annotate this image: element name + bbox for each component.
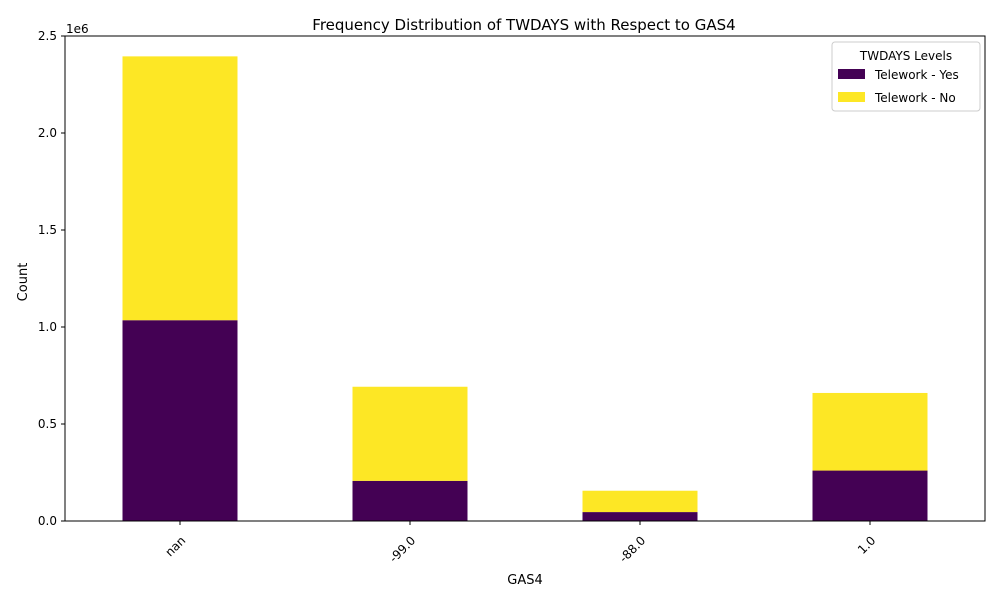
legend-swatch-telework-yes — [838, 69, 865, 79]
y-tick-label: 1.5 — [38, 223, 57, 237]
x-tick-label: 1.0 — [855, 533, 878, 556]
chart-title: Frequency Distribution of TWDAYS with Re… — [312, 16, 735, 34]
y-tick-label: 1.0 — [38, 320, 57, 334]
y-tick-label: 2.0 — [38, 126, 57, 140]
x-tick-label: nan — [162, 533, 188, 559]
bar-telework-no-0 — [122, 56, 238, 321]
x-tick-label: -99.0 — [386, 533, 418, 565]
x-axis-label: GAS4 — [507, 573, 543, 588]
bar-telework-yes-2 — [582, 512, 698, 521]
bar-telework-no-3 — [812, 392, 928, 471]
y-axis-label: Count — [16, 263, 31, 302]
legend-label-telework-yes: Telework - Yes — [874, 68, 959, 82]
bar-telework-yes-3 — [812, 470, 928, 521]
bar-telework-no-1 — [352, 386, 468, 481]
legend-frame — [831, 41, 981, 112]
y-tick-label: 2.5 — [38, 29, 57, 43]
bar-telework-yes-1 — [352, 480, 468, 521]
y-scale-label: 1e6 — [66, 22, 89, 36]
x-tick-label: -88.0 — [616, 533, 648, 565]
bar-telework-no-2 — [582, 490, 698, 513]
legend-title: TWDAYS Levels — [859, 49, 952, 63]
y-tick-label: 0.0 — [38, 514, 57, 528]
plot-frame — [64, 35, 986, 522]
legend-label-telework-no: Telework - No — [874, 91, 956, 105]
legend-swatch-telework-no — [838, 92, 865, 102]
y-tick-label: 0.5 — [38, 417, 57, 431]
bars-layer — [122, 56, 928, 521]
legend: TWDAYS Levels Telework - Yes Telework - … — [831, 41, 981, 112]
bar-telework-yes-0 — [122, 320, 238, 521]
